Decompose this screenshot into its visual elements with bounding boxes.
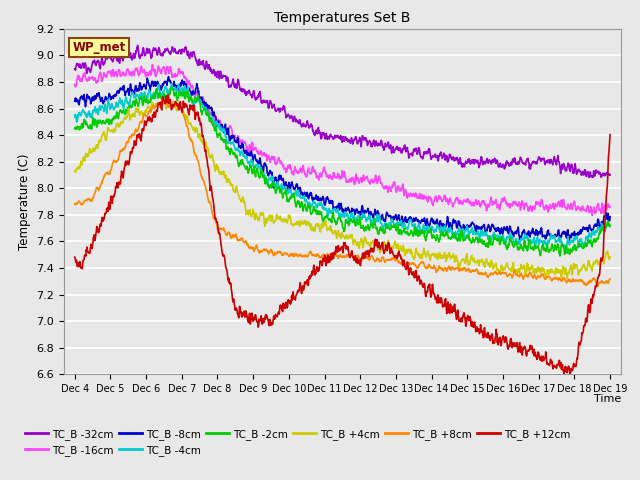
TC_B +12cm — [566, 372, 573, 378]
TC_B +12cm — [190, 103, 198, 108]
Legend: TC_B -32cm, TC_B -16cm, TC_B -8cm, TC_B -4cm, TC_B -2cm, TC_B +4cm, TC_B +8cm, T: TC_B -32cm, TC_B -16cm, TC_B -8cm, TC_B … — [21, 424, 575, 460]
TC_B -8cm — [565, 238, 573, 244]
TC_B +8cm — [594, 283, 602, 289]
Line: TC_B +8cm: TC_B +8cm — [75, 100, 610, 286]
TC_B +4cm — [190, 127, 198, 133]
TC_B +12cm — [606, 132, 614, 137]
Line: TC_B -16cm: TC_B -16cm — [75, 65, 610, 216]
TC_B +12cm — [250, 316, 258, 322]
TC_B -2cm — [177, 90, 185, 96]
TC_B -4cm — [543, 240, 550, 246]
TC_B -2cm — [606, 223, 614, 229]
TC_B -8cm — [496, 228, 504, 234]
TC_B +12cm — [71, 254, 79, 260]
TC_B +8cm — [543, 275, 550, 281]
TC_B +4cm — [496, 270, 504, 276]
TC_B -8cm — [190, 91, 198, 97]
TC_B -2cm — [496, 241, 504, 247]
TC_B -16cm — [148, 62, 156, 68]
TC_B -16cm — [250, 146, 258, 152]
TC_B +4cm — [71, 168, 79, 174]
TC_B -16cm — [496, 207, 504, 213]
TC_B -2cm — [426, 228, 433, 234]
TC_B -16cm — [543, 204, 550, 210]
TC_B +8cm — [606, 276, 614, 282]
TC_B -4cm — [606, 223, 614, 228]
TC_B -2cm — [556, 253, 564, 259]
TC_B -4cm — [177, 91, 185, 96]
TC_B -2cm — [250, 164, 258, 169]
TC_B -2cm — [543, 243, 550, 249]
TC_B -4cm — [250, 163, 258, 168]
TC_B +12cm — [543, 360, 550, 365]
TC_B +8cm — [177, 105, 185, 110]
TC_B -16cm — [588, 213, 596, 218]
TC_B +4cm — [606, 254, 614, 260]
TC_B -8cm — [71, 98, 79, 104]
TC_B -32cm — [71, 66, 79, 72]
TC_B -32cm — [496, 162, 504, 168]
TC_B -16cm — [71, 82, 79, 88]
TC_B +8cm — [190, 149, 198, 155]
TC_B -4cm — [168, 81, 175, 86]
Line: TC_B -2cm: TC_B -2cm — [75, 88, 610, 256]
TC_B -8cm — [164, 74, 172, 80]
TC_B -2cm — [190, 98, 198, 104]
TC_B -32cm — [177, 48, 185, 54]
TC_B -8cm — [543, 233, 550, 239]
Text: WP_met: WP_met — [72, 41, 125, 54]
TC_B -4cm — [190, 101, 198, 107]
TC_B +12cm — [164, 92, 172, 98]
TC_B +4cm — [543, 268, 550, 274]
TC_B +8cm — [250, 249, 258, 254]
TC_B -16cm — [190, 91, 198, 96]
Text: Time: Time — [593, 394, 621, 404]
Line: TC_B -8cm: TC_B -8cm — [75, 77, 610, 241]
TC_B +8cm — [426, 263, 433, 268]
TC_B -4cm — [71, 114, 79, 120]
TC_B -16cm — [177, 69, 185, 74]
Line: TC_B +12cm: TC_B +12cm — [75, 95, 610, 375]
TC_B -8cm — [606, 214, 614, 219]
TC_B +4cm — [250, 211, 258, 216]
TC_B -32cm — [250, 89, 258, 95]
TC_B -4cm — [496, 235, 504, 240]
TC_B -2cm — [168, 85, 175, 91]
TC_B -2cm — [71, 126, 79, 132]
Y-axis label: Temperature (C): Temperature (C) — [18, 153, 31, 250]
Line: TC_B +4cm: TC_B +4cm — [75, 96, 610, 278]
TC_B +8cm — [71, 201, 79, 207]
TC_B -32cm — [134, 43, 141, 48]
TC_B -8cm — [177, 80, 185, 85]
TC_B +12cm — [496, 336, 504, 341]
TC_B -32cm — [426, 147, 433, 153]
TC_B -16cm — [606, 204, 614, 210]
TC_B -8cm — [426, 222, 433, 228]
TC_B -4cm — [426, 228, 433, 234]
TC_B +4cm — [177, 101, 185, 107]
TC_B -32cm — [190, 49, 198, 55]
TC_B -16cm — [426, 194, 433, 200]
TC_B +4cm — [426, 255, 433, 261]
TC_B +8cm — [160, 97, 168, 103]
TC_B +12cm — [177, 105, 185, 111]
TC_B +4cm — [165, 94, 173, 99]
TC_B -32cm — [606, 172, 614, 178]
TC_B +4cm — [563, 276, 571, 281]
Line: TC_B -4cm: TC_B -4cm — [75, 84, 610, 248]
TC_B +12cm — [426, 281, 433, 287]
Title: Temperatures Set B: Temperatures Set B — [274, 11, 411, 25]
TC_B +8cm — [496, 269, 504, 275]
TC_B -8cm — [250, 154, 258, 159]
Line: TC_B -32cm: TC_B -32cm — [75, 46, 610, 177]
TC_B -32cm — [543, 159, 550, 165]
TC_B -32cm — [586, 174, 593, 180]
TC_B -4cm — [563, 245, 570, 251]
